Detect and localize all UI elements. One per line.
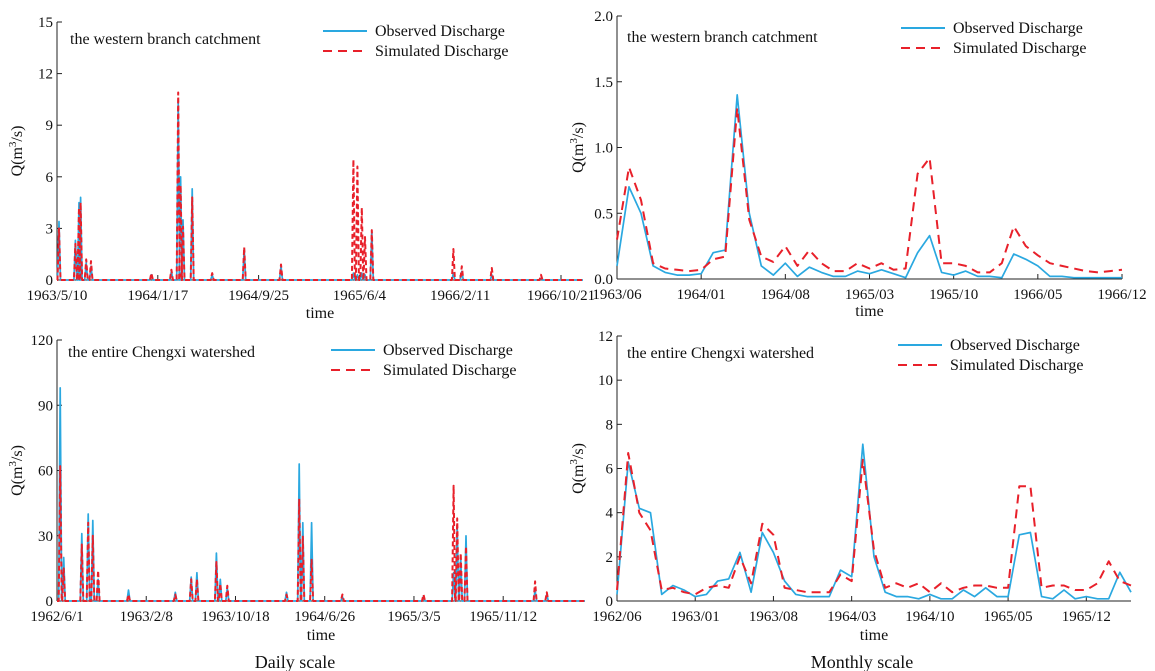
legend-label-observed: Observed Discharge [375,23,505,40]
y-tick-label: 1.5 [594,75,613,91]
x-tick-label: 1965/6/4 [333,288,387,304]
y-tick-label: 4 [606,506,614,522]
chart-panel-2: 0.0 0.5 1.0 1.5 2.0 1963/06 1964/01 1964/08 1965… [568,9,1147,320]
x-tick-label: 1965/3/5 [387,609,440,625]
y-tick-label: 1.0 [594,141,613,157]
series-line-observed [57,387,585,602]
y-axis-label-superscript: 3 [568,459,580,465]
series-line-simulated [616,107,1123,274]
panel-title: the entire Chengxi watershed [68,344,255,361]
y-tick-label: 2 [606,550,614,566]
x-tick-label: 1966/05 [1013,287,1062,303]
y-axis-label: Q(m3/s) [568,122,587,173]
y-tick-label: 12 [598,329,613,345]
panel-title: the western branch catchment [70,31,261,48]
y-tick-label: 30 [38,529,53,545]
x-tick-label: 1965/05 [984,609,1033,625]
x-tick-label: 1965/03 [845,287,894,303]
series-line-simulated [616,452,1132,596]
x-tick-label: 1962/06 [592,609,642,625]
series-line-observed [616,94,1122,279]
y-tick-label: 0 [606,594,614,610]
x-axis-label: time [307,627,335,644]
x-tick-label: 1966/12 [1097,287,1146,303]
x-tick-label: 1962/6/1 [30,609,83,625]
chart-panel-3: 0 30 60 90 120 1962/6/1 1963/2/8 1963/10/18 1964… [7,333,585,644]
legend-label-simulated: Simulated Discharge [950,357,1083,374]
x-tick-label: 1964/9/25 [228,288,289,304]
chart-panel-1: 0 3 6 9 12 15 1963/5/10 1964/1/17 1964/9/25 1965/… [7,15,595,322]
x-axis-label: time [855,303,883,320]
legend-label-observed: Observed Discharge [950,337,1080,354]
y-axis-label: Q(m3/s) [568,443,587,494]
legend-label-simulated: Simulated Discharge [375,43,508,60]
y-tick-label: 0.5 [594,206,613,222]
x-tick-label: 1963/2/8 [120,609,173,625]
x-tick-label: 1964/1/17 [127,288,188,304]
x-tick-label: 1963/5/10 [27,288,88,304]
legend-label-simulated: Simulated Discharge [953,40,1086,57]
x-tick-label: 1964/01 [677,287,726,303]
panel-title: the western branch catchment [627,29,818,46]
x-axis-label: time [860,627,888,644]
y-tick-label: 10 [598,373,613,389]
y-axis-label-superscript: 3 [7,141,19,147]
caption-monthly-scale: Monthly scale [811,652,913,671]
x-tick-label: 1965/12 [1062,609,1111,625]
x-tick-label: 1964/03 [827,609,876,625]
y-axis-label-superscript: 3 [7,461,19,467]
y-tick-label: 3 [46,221,54,237]
y-tick-label: 6 [606,462,614,478]
series-line-observed [56,98,583,281]
x-axis-label: time [306,305,334,322]
y-tick-label: 60 [38,464,53,480]
x-tick-label: 1965/11/12 [469,609,537,625]
y-tick-label: 2.0 [594,9,613,25]
y-tick-label: 120 [31,333,54,349]
y-axis-label: Q(m3/s) [7,445,26,496]
y-tick-label: 90 [38,398,53,414]
y-tick-label: 0 [46,594,54,610]
y-axis-label-superscript: 3 [568,138,580,144]
panel-title: the entire Chengxi watershed [627,345,814,362]
legend-label-observed: Observed Discharge [953,20,1083,37]
x-tick-label: 1966/10/21 [527,288,595,304]
series-line-simulated [56,91,583,281]
y-tick-label: 0 [46,273,54,289]
y-tick-label: 6 [46,170,54,186]
caption-daily-scale: Daily scale [255,652,335,671]
legend-label-simulated: Simulated Discharge [383,362,516,379]
legend-label-observed: Observed Discharge [383,342,513,359]
x-tick-label: 1964/08 [761,287,810,303]
chart-panel-4: 0 2 4 6 8 10 12 1962/06 1963/01 1963/08 1964/03 196… [568,329,1132,644]
x-tick-label: 1966/2/11 [430,288,490,304]
y-axis-label: Q(m3/s) [7,126,26,177]
y-tick-label: 15 [38,15,53,31]
x-tick-label: 1963/08 [749,609,798,625]
x-tick-label: 1963/01 [671,609,720,625]
y-tick-label: 8 [606,417,614,433]
x-tick-label: 1963/10/18 [201,609,269,625]
y-tick-label: 9 [46,118,54,134]
y-tick-label: 12 [38,67,53,83]
series-line-simulated [57,465,585,602]
x-tick-label: 1964/6/26 [294,609,355,625]
x-tick-label: 1963/06 [592,287,642,303]
y-tick-label: 0.0 [594,272,613,288]
series-line-observed [616,443,1132,600]
x-tick-label: 1965/10 [929,287,978,303]
x-tick-label: 1964/10 [905,609,954,625]
